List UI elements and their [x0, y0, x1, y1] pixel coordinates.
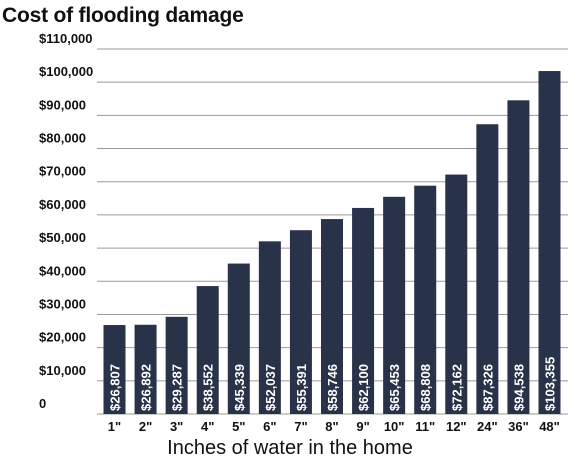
bar — [445, 174, 468, 414]
x-tick-label: 2" — [139, 419, 152, 434]
data-labels: $26,807 $26,892 $29,287 $38,552 $45,339 $52,0… — [108, 357, 558, 411]
y-tick-label: $40,000 — [39, 263, 86, 278]
y-tick-label: 0 — [39, 396, 46, 411]
x-tick-label: 48" — [539, 419, 560, 434]
x-tick-label: 10" — [384, 419, 405, 434]
x-tick-label: 4" — [201, 419, 214, 434]
data-label: $62,100 — [356, 364, 371, 411]
data-label: $52,037 — [263, 364, 278, 411]
x-tick-label: 5" — [232, 419, 245, 434]
x-tick-label: 24" — [477, 419, 498, 434]
y-tick-label: $60,000 — [39, 197, 86, 212]
x-tick-label: 1" — [108, 419, 121, 434]
data-label: $55,391 — [294, 364, 309, 411]
y-tick-label: $100,000 — [39, 64, 93, 79]
bar — [196, 286, 219, 414]
x-tick-label: 8" — [325, 419, 338, 434]
bar — [103, 325, 126, 414]
data-label: $29,287 — [170, 364, 185, 411]
data-label: $103,355 — [543, 357, 558, 411]
data-label: $26,892 — [139, 364, 154, 411]
data-label: $58,746 — [325, 364, 340, 411]
x-tick-label: 11" — [415, 419, 435, 434]
y-tick-label: $10,000 — [39, 363, 86, 378]
y-axis-ticks: 0 $10,000 $20,000 $30,000 $40,000 $50,000 $60,… — [39, 31, 93, 411]
y-tick-label: $50,000 — [39, 230, 86, 245]
bar — [383, 196, 406, 414]
x-tick-label: 7" — [294, 419, 307, 434]
x-tick-label: 36" — [508, 419, 529, 434]
bar — [165, 316, 188, 414]
x-axis-label: Inches of water in the home — [167, 437, 413, 459]
bars — [103, 71, 561, 415]
y-tick-label: $110,000 — [39, 31, 93, 46]
data-label: $38,552 — [201, 364, 216, 411]
bar — [289, 230, 312, 414]
bar — [227, 263, 250, 414]
data-label: $45,339 — [232, 364, 247, 411]
bar — [507, 100, 530, 414]
bar — [476, 124, 499, 415]
x-axis-ticks: 1" 2" 3" 4" 5" 6" 7" 8" 9" 10" 11" 12" 24" 36" 48" — [108, 419, 560, 434]
bar — [414, 185, 437, 414]
x-tick-label: 12" — [446, 419, 467, 434]
bar — [258, 241, 281, 414]
bar — [538, 71, 561, 414]
bar — [321, 219, 343, 414]
data-label: $87,326 — [480, 364, 495, 411]
chart-title: Cost of flooding damage — [2, 4, 244, 27]
data-label: $94,538 — [511, 364, 526, 411]
y-tick-label: $70,000 — [39, 164, 86, 179]
y-tick-label: $90,000 — [39, 97, 86, 112]
data-label: $26,807 — [108, 364, 123, 411]
x-tick-label: 9" — [356, 419, 369, 434]
y-tick-label: $30,000 — [39, 296, 86, 311]
x-tick-label: 3" — [170, 419, 183, 434]
data-label: $72,162 — [449, 364, 464, 411]
data-label: $65,453 — [387, 364, 402, 411]
x-tick-label: 6" — [263, 419, 276, 434]
data-label: $68,808 — [418, 364, 433, 411]
y-tick-label: $80,000 — [39, 131, 86, 146]
bar — [352, 207, 375, 414]
bar — [134, 324, 157, 414]
y-tick-label: $20,000 — [39, 330, 86, 345]
